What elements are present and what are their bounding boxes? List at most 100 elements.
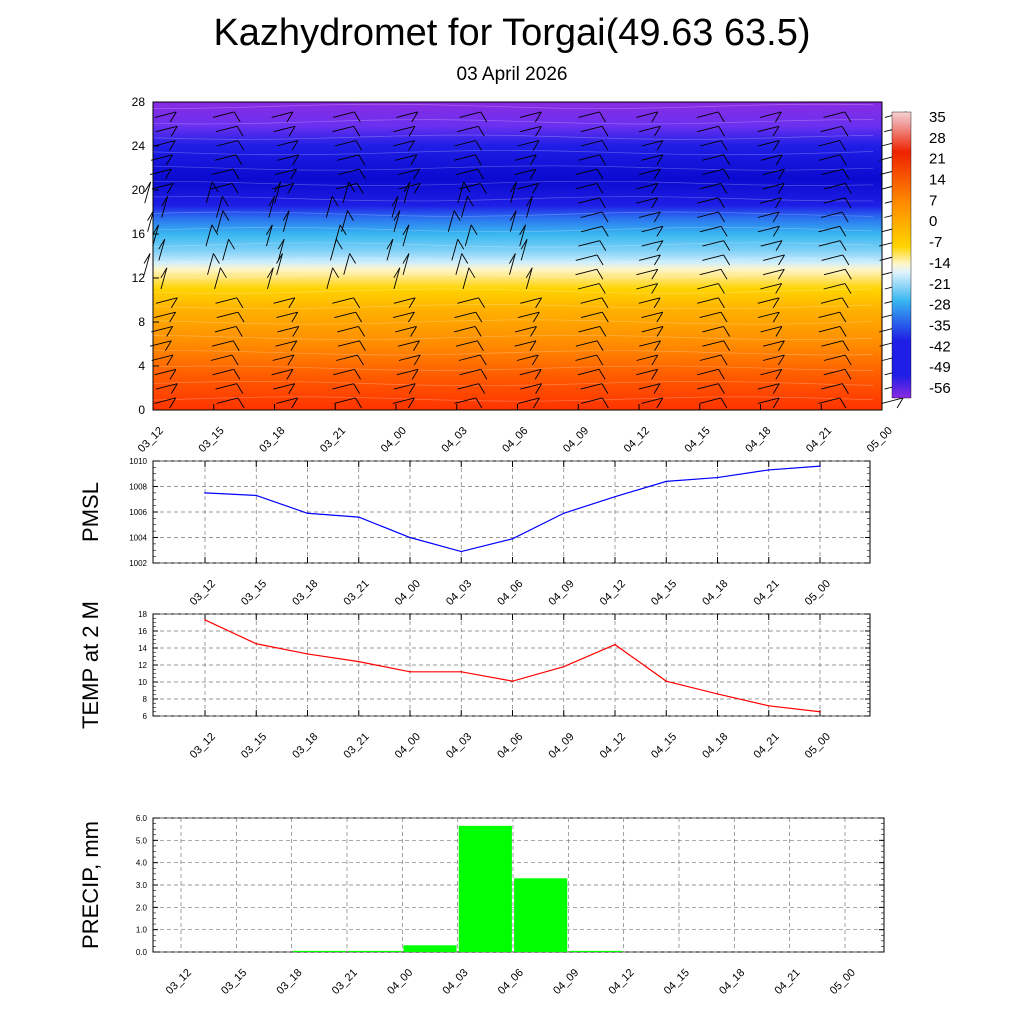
wind-barb xyxy=(636,183,658,190)
wind-barb xyxy=(517,311,540,319)
temp-panel-data-point xyxy=(409,671,411,673)
precip-bar xyxy=(292,950,346,952)
isotherm-line xyxy=(152,211,874,217)
wind-barb xyxy=(154,368,177,376)
wind-barb-feather xyxy=(508,253,516,264)
wind-barb-feather xyxy=(475,140,483,151)
wind-barb xyxy=(456,125,479,133)
wind-barb xyxy=(575,254,598,261)
wind-barb-feather xyxy=(720,269,728,280)
wind-barb xyxy=(393,125,416,133)
x-tick-label: 05_00 xyxy=(865,425,895,455)
wind-barb-feather xyxy=(386,238,394,250)
wind-barb xyxy=(702,340,724,347)
y-tick-label: 20 xyxy=(132,183,146,197)
wind-barb-feather xyxy=(718,126,725,137)
wind-barb xyxy=(273,125,296,133)
wind-barb xyxy=(271,111,294,118)
temp-panel-data-point xyxy=(665,680,668,682)
wind-barb-feather xyxy=(475,397,483,409)
wind-barb-feather xyxy=(718,297,725,309)
x-tick-label: 04_09 xyxy=(547,731,577,761)
wind-barb-feather xyxy=(474,154,482,166)
wind-barb-feather xyxy=(651,369,658,380)
isotherm-line xyxy=(152,180,874,186)
wind-barb xyxy=(398,340,420,347)
wind-barb-feather xyxy=(718,383,725,394)
y-tick-label: 6 xyxy=(143,712,148,721)
wind-barb-feather xyxy=(393,210,401,221)
x-tick-label: 04_15 xyxy=(683,425,713,455)
wind-barb-feather xyxy=(391,196,399,207)
wind-barb xyxy=(275,340,297,347)
pmsl-panel-data-point xyxy=(819,465,821,467)
wind-barb xyxy=(641,140,664,147)
wind-barb-feather xyxy=(841,126,849,137)
wind-barb-feather xyxy=(601,140,609,151)
wind-barb-feather xyxy=(778,354,785,366)
wind-barb-feather xyxy=(656,311,664,323)
x-tick-label: 03_21 xyxy=(330,967,360,997)
wind-barb xyxy=(393,383,416,390)
wind-barb-feather xyxy=(601,311,609,323)
wind-barb-feather xyxy=(413,168,420,180)
wind-barb xyxy=(762,268,785,276)
wind-barb-feather xyxy=(286,111,294,123)
wind-barb xyxy=(276,253,283,275)
wind-barb-feather xyxy=(166,154,173,166)
wind-barb-feather xyxy=(357,354,364,366)
x-tick-label: 04_12 xyxy=(622,425,652,455)
wind-barb xyxy=(210,183,233,190)
wind-barb xyxy=(760,197,782,204)
wind-barb-feather xyxy=(291,140,299,151)
isotherm-line xyxy=(152,304,874,310)
wind-barb-feather xyxy=(288,297,296,309)
pmsl-panel-data-point xyxy=(665,480,668,483)
isotherm-line xyxy=(152,288,874,294)
wind-barb-feather xyxy=(408,397,415,409)
wind-barb-feather xyxy=(287,354,295,366)
wind-barb-feather xyxy=(292,326,300,337)
wind-barb xyxy=(515,326,537,333)
wind-barb xyxy=(509,210,517,232)
wind-barb-feather xyxy=(509,210,517,221)
wind-barb-feather xyxy=(778,340,785,351)
wind-barb-feather xyxy=(355,311,363,323)
wind-barb-feather xyxy=(839,140,847,151)
wind-barb-feather xyxy=(282,210,290,221)
chart-date: 03 April 2026 xyxy=(456,64,568,85)
wind-barb xyxy=(155,383,178,390)
colorbar xyxy=(891,111,912,399)
wind-barb-feather xyxy=(480,183,487,194)
x-tick-label: 04_12 xyxy=(598,578,628,608)
wind-barb xyxy=(517,397,540,404)
wind-barb-feather xyxy=(723,254,731,266)
y-tick-label: 2.0 xyxy=(136,903,148,912)
wind-barb-feather xyxy=(235,154,243,166)
wind-barb xyxy=(699,354,722,361)
precip-bar xyxy=(458,825,512,952)
y-tick-label: 1.0 xyxy=(136,926,148,935)
wind-barb xyxy=(282,210,290,232)
wind-barb xyxy=(697,125,719,133)
x-tick-label: 04_03 xyxy=(440,425,470,455)
wind-barb-feather xyxy=(653,383,661,394)
wind-barb xyxy=(395,326,417,333)
wind-barb-feather xyxy=(233,369,241,380)
wind-barb-feather xyxy=(777,183,785,194)
wind-barb xyxy=(393,311,415,319)
wind-barb-feather xyxy=(231,354,239,366)
precip-bar xyxy=(403,945,457,952)
wind-barb xyxy=(757,225,780,233)
wind-barb xyxy=(514,340,537,347)
wind-barb xyxy=(575,268,597,276)
colorbar-label: 0 xyxy=(929,213,937,230)
temp-panel-data-point xyxy=(460,671,463,673)
wind-barb-feather xyxy=(723,340,731,351)
wind-barb-feather xyxy=(656,326,664,337)
x-tick-label: 04_12 xyxy=(598,731,628,761)
wind-barb-feather xyxy=(265,224,273,236)
x-tick-label: 04_09 xyxy=(547,578,577,608)
